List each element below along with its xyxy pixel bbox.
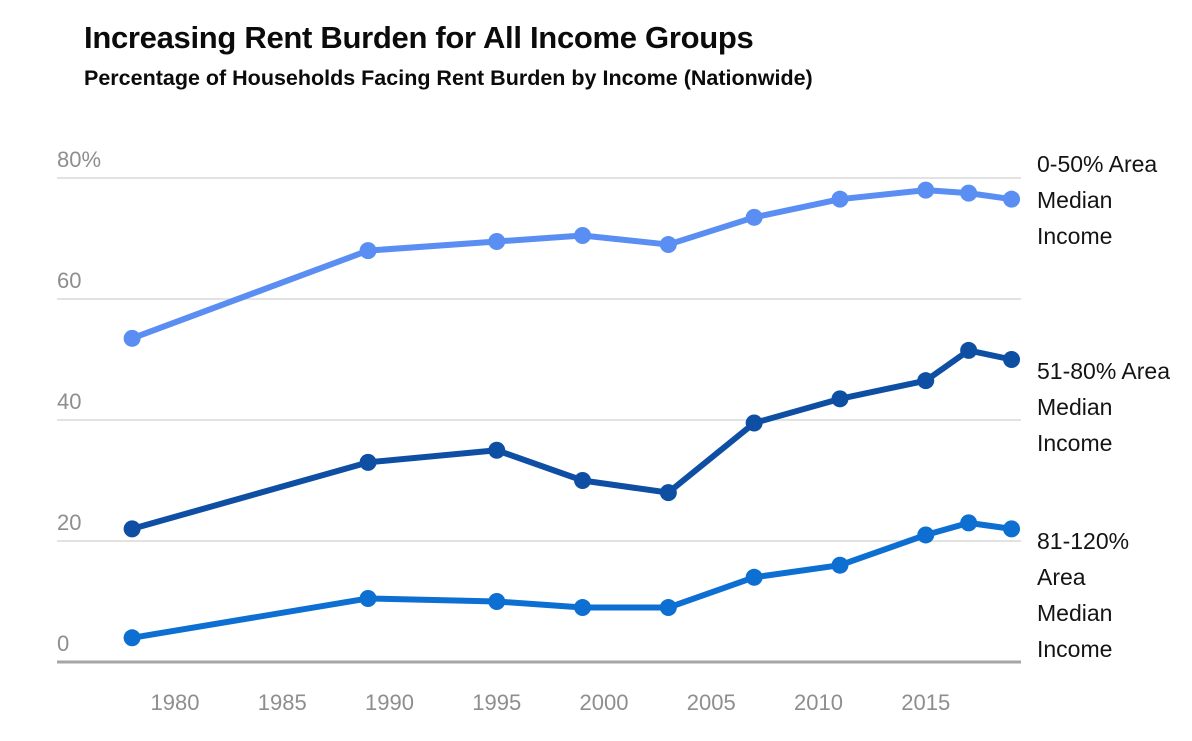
y-axis-tick-label: 40 [57,389,81,414]
series-line-2 [129,519,1015,641]
data-point [917,372,935,390]
data-point [123,329,141,347]
y-axis-tick-label: 60 [57,268,81,293]
data-point [745,414,763,432]
x-axis-tick-label: 1985 [258,690,307,715]
x-axis-tick-label: 2015 [901,690,950,715]
data-point [123,520,141,538]
series-label-line: 81-120% [1037,528,1130,554]
series-label-line: Income [1037,636,1113,662]
data-point [1003,190,1021,208]
data-point [488,441,506,459]
data-point [831,190,849,208]
x-axis-tick-label: 1980 [151,690,200,715]
data-point [831,390,849,408]
data-point [960,514,978,532]
chart-subtitle: Percentage of Households Facing Rent Bur… [84,66,813,90]
series-label-line: Median [1037,187,1113,213]
y-axis-tick-label: 80% [57,147,101,172]
data-point [1003,351,1021,368]
data-point [659,484,677,502]
data-point [659,236,677,254]
data-point [359,589,377,607]
x-axis-tick-label: 2005 [687,690,736,715]
series-label-1: 51-80% Area Median Income [1037,353,1187,461]
data-point [745,208,763,226]
x-axis-tick-label: 1995 [472,690,521,715]
data-point [960,341,978,359]
series-label-0: 0-50% Area Median Income [1037,146,1187,254]
y-axis-tick-label: 20 [57,510,81,535]
series-label-line: Area [1037,564,1086,590]
data-point [574,472,592,489]
data-point [359,453,377,471]
series-label-line: Income [1037,223,1113,249]
data-point [745,568,763,586]
series-label-2: 81-120% Area Median Income [1037,523,1187,667]
chart-title: Increasing Rent Burden for All Income Gr… [84,20,754,55]
data-point [574,226,592,244]
data-point [574,599,592,617]
series-label-line: Median [1037,600,1113,626]
series-label-line: 51-80% Area [1037,358,1170,384]
series-line-0 [129,187,1015,342]
y-axis-tick-label: 0 [57,631,69,656]
series-line-1 [129,347,1015,532]
x-axis-tick-label: 2010 [794,690,843,715]
data-point [123,629,141,647]
data-point [488,233,506,251]
x-axis-tick-label: 2000 [580,690,629,715]
data-point [831,556,849,574]
data-point [488,593,506,610]
data-point [960,184,978,202]
data-point [359,242,377,260]
x-axis-tick-label: 1990 [365,690,414,715]
series-label-line: Median [1037,394,1113,420]
series-label-line: Income [1037,430,1113,456]
data-point [917,181,935,199]
data-point [917,526,935,544]
series-label-line: 0-50% Area [1037,151,1158,177]
data-point [1003,520,1021,538]
data-point [659,599,677,617]
